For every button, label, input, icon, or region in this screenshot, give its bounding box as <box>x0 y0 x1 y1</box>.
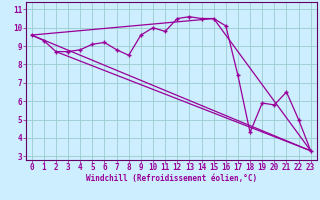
X-axis label: Windchill (Refroidissement éolien,°C): Windchill (Refroidissement éolien,°C) <box>86 174 257 183</box>
